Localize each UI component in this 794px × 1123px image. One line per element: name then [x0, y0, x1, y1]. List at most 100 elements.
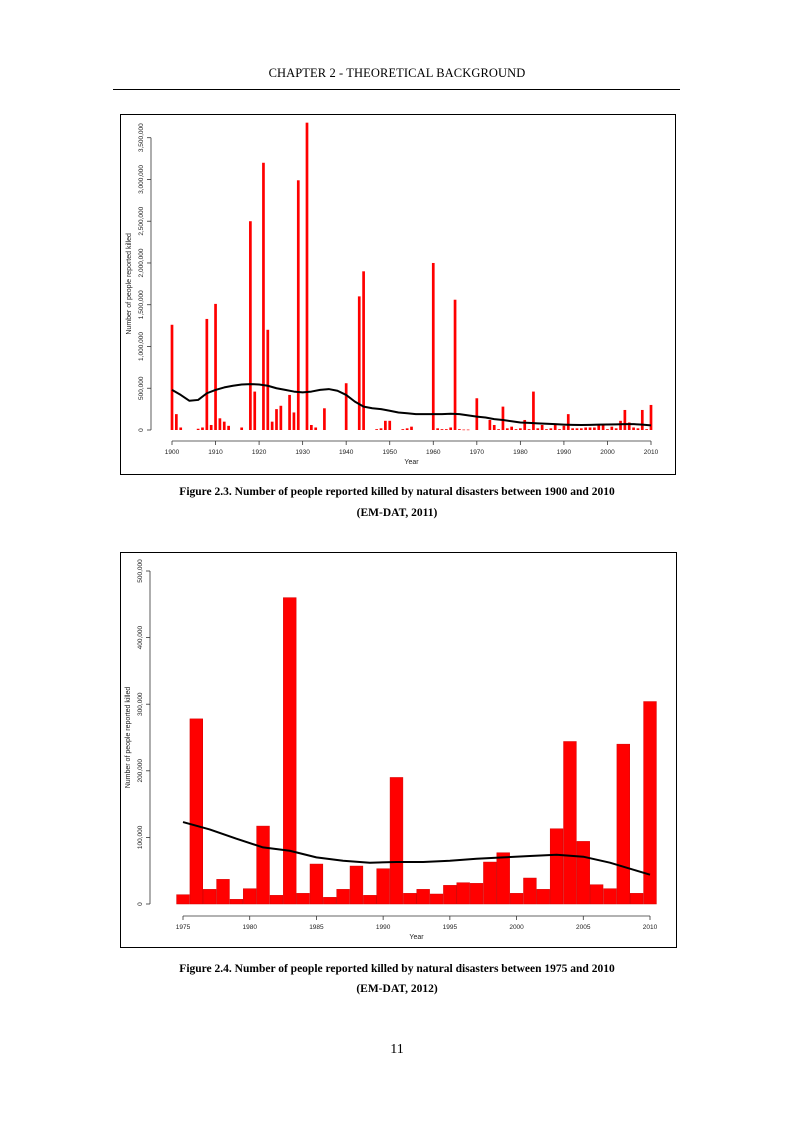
- y-tick-label: 3,000,000: [138, 165, 145, 194]
- x-tick-label: 2010: [644, 449, 659, 456]
- header-rule: [113, 89, 680, 90]
- figure-2-4-caption: Figure 2.4. Number of people reported ki…: [179, 963, 615, 975]
- bar-1984: [536, 428, 540, 430]
- bar-1987: [549, 428, 553, 430]
- bar-1970: [475, 398, 479, 430]
- bar-1999: [496, 852, 510, 905]
- bar-1900: [170, 324, 174, 430]
- bar-1919: [253, 391, 257, 430]
- bar-1993: [575, 428, 579, 430]
- bar-1988: [553, 424, 557, 430]
- bar-2008: [616, 743, 630, 905]
- bar-1994: [579, 428, 583, 430]
- bar-1923: [270, 421, 274, 430]
- x-axis-label: Year: [404, 459, 419, 466]
- y-tick-label: 2,500,000: [138, 206, 145, 235]
- bar-1980: [519, 428, 522, 430]
- bar-1912: [222, 421, 226, 430]
- bar-1986: [323, 897, 337, 905]
- trend-line: [171, 383, 652, 427]
- x-tick-label: 1930: [295, 449, 310, 456]
- bar-1998: [597, 424, 601, 430]
- bar-1989: [363, 895, 377, 905]
- bar-1989: [558, 429, 561, 430]
- bar-1953: [401, 429, 405, 430]
- y-tick-label: 1,000,000: [138, 332, 145, 361]
- bar-1984: [296, 893, 310, 905]
- y-tick-label: 500,000: [138, 376, 145, 400]
- bar-1995: [443, 885, 457, 905]
- x-tick-label: 1940: [339, 449, 354, 456]
- bar-1910: [214, 303, 217, 430]
- bar-1908: [205, 318, 209, 430]
- bar-1906: [196, 428, 200, 430]
- x-tick-label: 1960: [426, 449, 441, 456]
- bar-2010: [649, 404, 653, 430]
- y-axis-label: Number of people reported killed: [125, 687, 132, 789]
- bar-1932: [310, 424, 313, 430]
- bar-2009: [645, 429, 648, 430]
- bar-1975: [176, 894, 190, 905]
- bar-1978: [510, 426, 513, 430]
- bar-1979: [514, 429, 518, 430]
- trend-line: [182, 821, 651, 876]
- bar-1911: [218, 418, 222, 430]
- bar-1985: [540, 424, 544, 430]
- bar-1947: [375, 429, 379, 430]
- bar-2004: [623, 409, 627, 430]
- bar-1955: [410, 426, 413, 430]
- y-tick-label: 200,000: [137, 759, 144, 783]
- bar-1990: [562, 425, 566, 430]
- x-tick-label: 1950: [382, 449, 397, 456]
- bar-1982: [269, 895, 284, 905]
- bar-2000: [606, 429, 609, 430]
- bar-1982: [527, 429, 531, 430]
- bar-2006: [632, 427, 635, 430]
- bar-1983: [532, 391, 535, 430]
- bar-2002: [536, 889, 550, 905]
- bar-1966: [458, 429, 461, 430]
- x-tick-label: 1900: [165, 449, 180, 456]
- chart-svg-1: 1900 1910 1920 1930 1940 1950 1960 1970 1980 1990…: [126, 122, 659, 466]
- bar-2008: [640, 409, 644, 430]
- bar-1968: [466, 429, 470, 431]
- bar-1902: [179, 427, 183, 430]
- bar-1901: [175, 414, 178, 430]
- x-tick-label: 1920: [252, 449, 267, 456]
- bar-1979: [229, 899, 244, 905]
- bar-2001: [610, 426, 614, 430]
- x-tick-label: 2005: [576, 924, 591, 931]
- bar-1918: [249, 221, 252, 430]
- y-tick-label: 0: [138, 428, 145, 432]
- bar-1973: [488, 419, 492, 430]
- x-tick-label: 1975: [176, 924, 191, 931]
- bar-1948: [379, 428, 383, 430]
- bar-1944: [362, 271, 365, 430]
- bar-1999: [601, 424, 605, 430]
- bar-2007: [636, 428, 640, 430]
- bar-1977: [505, 428, 509, 430]
- bar-1990: [376, 868, 390, 905]
- x-tick-label: 2000: [600, 449, 615, 456]
- bar-1965: [453, 299, 457, 430]
- bar-1928: [292, 412, 296, 430]
- y-tick-label: 2,000,000: [138, 248, 145, 277]
- bar-2003: [549, 828, 564, 905]
- x-tick-label: 1990: [376, 924, 391, 931]
- bar-1924: [275, 409, 278, 430]
- bar-1961: [436, 428, 439, 430]
- chart-svg-2: 1975 1980 1985 1990 1995 2000 2005 2010 Year 0 100…: [125, 559, 658, 941]
- bar-1975: [497, 429, 500, 430]
- bar-2002: [614, 428, 618, 430]
- x-tick-label: 1990: [557, 449, 572, 456]
- y-tick-label: 0: [137, 902, 144, 906]
- bar-1978: [216, 879, 230, 905]
- x-tick-label: 2000: [509, 924, 524, 931]
- y-tick-label: 500,000: [137, 559, 144, 583]
- bar-1988: [349, 865, 364, 905]
- x-tick-label: 2010: [643, 924, 658, 931]
- figure-2-4-chart: 1975 1980 1985 1990 1995 2000 2005 2010 Year 0 100…: [120, 552, 677, 948]
- figure-2-4-source: (EM-DAT, 2012): [356, 983, 438, 995]
- bar-1929: [296, 180, 300, 430]
- y-tick-label: 100,000: [137, 825, 144, 849]
